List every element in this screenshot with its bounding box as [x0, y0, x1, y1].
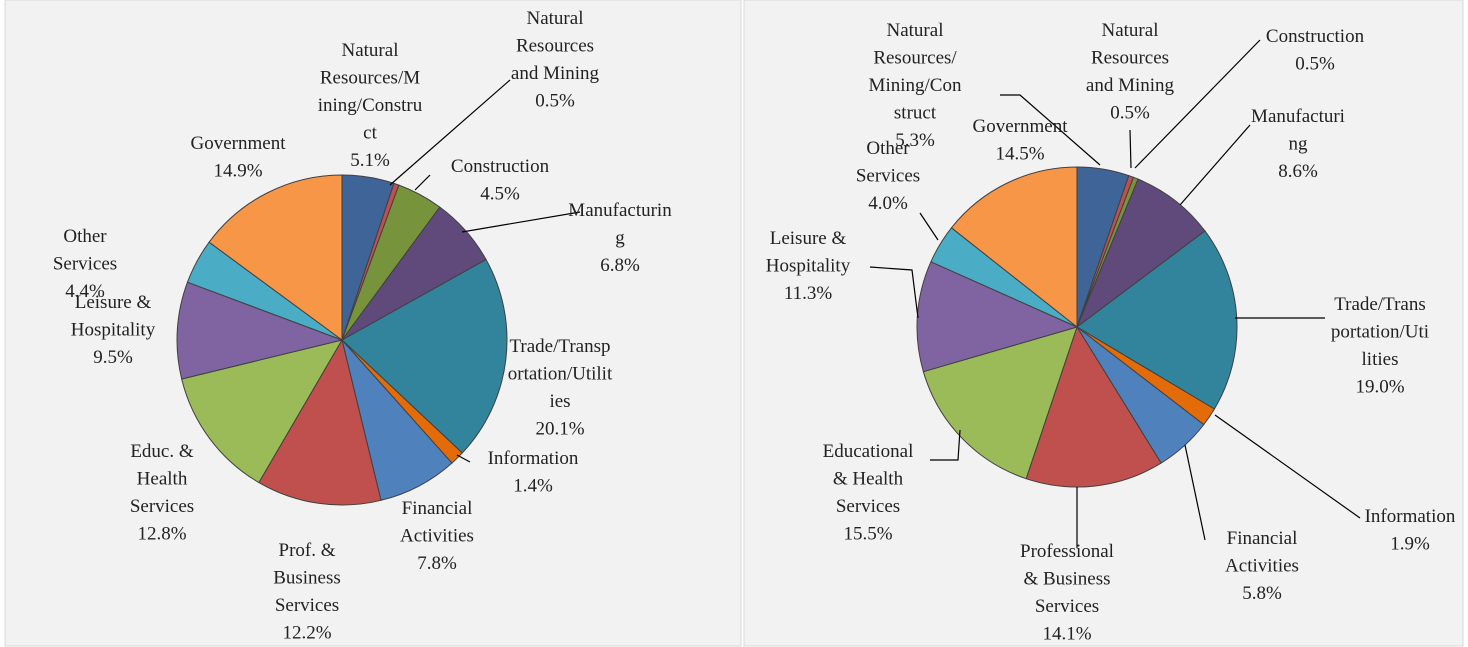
slice-value: 0.5% [1295, 54, 1335, 75]
slice-label: Leisure & Hospitality [766, 228, 851, 277]
slice-label: Leisure & Hospitality [71, 292, 156, 341]
slice-value: 12.8% [137, 524, 186, 545]
leader-line [389, 79, 511, 186]
slice-label: Government [973, 116, 1069, 137]
leader-line [930, 429, 961, 461]
slice-label: Natural Resources and Mining [1086, 20, 1175, 96]
slice-label: Educational & Health Services [823, 441, 914, 517]
slice-value: 11.3% [784, 283, 833, 304]
leader-line [456, 454, 471, 463]
leader-line [1179, 124, 1251, 206]
slice-value: 15.5% [843, 524, 892, 545]
slice-value: 1.4% [513, 476, 553, 497]
slice-value: 4.0% [868, 193, 908, 214]
slice-value: 7.8% [417, 553, 457, 574]
slice-label: Natural Resources and Mining [511, 8, 600, 84]
slice-value: 14.9% [213, 161, 262, 182]
slice-label: Financial Activities [400, 498, 474, 547]
slice-value: 5.3% [895, 130, 935, 151]
slice-value: 4.4% [65, 281, 105, 302]
slice-value: 1.9% [1390, 534, 1430, 555]
slice-value: 5.1% [350, 150, 390, 171]
slice-value: 12.2% [282, 623, 331, 644]
slice-label: Other Services [53, 226, 117, 275]
pie-slice [341, 258, 508, 454]
leader-line [1214, 414, 1361, 519]
pie-slice [950, 166, 1078, 329]
leader-line [1129, 129, 1132, 169]
pie-slice [1025, 325, 1162, 488]
slice-value: 14.5% [995, 144, 1044, 165]
slice-value: 0.5% [1110, 103, 1150, 124]
leader-line [414, 174, 431, 191]
slice-label: Prof. & Business Services [273, 540, 341, 616]
slice-label: Construction [451, 156, 550, 177]
leader-line [1184, 444, 1206, 541]
slice-label: Government [191, 133, 287, 154]
leader-line [461, 211, 581, 233]
leader-line [919, 212, 939, 241]
slice-label: Construction [1266, 26, 1365, 47]
slice-value: 19.0% [1355, 377, 1404, 398]
slice-value: 20.1% [535, 419, 584, 440]
slice-label: Information [488, 448, 579, 469]
slice-label: Other Services [856, 138, 920, 187]
pie-slice [176, 281, 344, 380]
pie-slice [258, 338, 382, 506]
slice-label: Professional & Business Services [1020, 541, 1114, 617]
slice-value: 4.5% [480, 184, 520, 205]
leader-line [1000, 94, 1101, 166]
leader-line [1134, 39, 1261, 169]
slice-label: Financial Activities [1225, 528, 1299, 577]
slice-value: 14.1% [1042, 624, 1091, 645]
leader-line [869, 266, 919, 319]
slice-value: 8.6% [1278, 161, 1318, 182]
slice-value: 5.8% [1242, 583, 1282, 604]
pie-slice [1075, 178, 1206, 329]
pie-slice [208, 174, 343, 341]
pie-slice [922, 326, 1078, 480]
slice-label: Information [1365, 506, 1456, 527]
slice-label: Educ. & Health Services [130, 441, 194, 517]
slice-value: 9.5% [93, 347, 133, 368]
slice-value: 0.5% [535, 91, 575, 112]
slice-value: 6.8% [600, 255, 640, 276]
pie-slice [181, 339, 344, 484]
